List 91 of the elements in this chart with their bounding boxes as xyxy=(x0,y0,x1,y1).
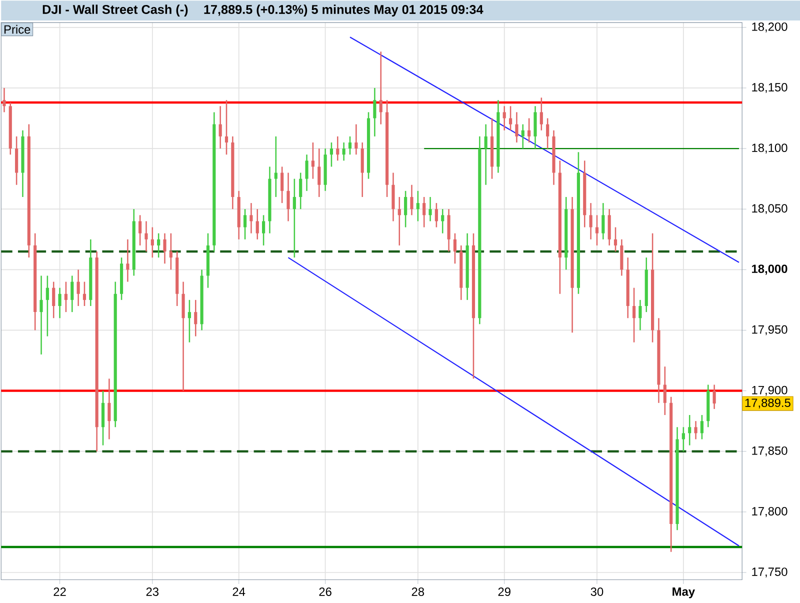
candlestick xyxy=(169,232,172,270)
candlestick xyxy=(311,142,314,180)
candlestick xyxy=(502,106,506,132)
candlestick xyxy=(484,124,488,186)
candlestick xyxy=(157,232,160,258)
candlestick xyxy=(682,426,685,452)
candlestick xyxy=(70,275,74,313)
candlestick xyxy=(404,190,408,228)
candlestick xyxy=(336,136,340,162)
candlestick xyxy=(330,142,334,168)
candlestick xyxy=(194,299,198,337)
x-tick-label: 28 xyxy=(412,588,424,596)
y-tick-label: 17,850 xyxy=(752,446,788,456)
candlestick xyxy=(632,287,636,344)
candlestick xyxy=(243,208,247,240)
y-tick-label: 17,900 xyxy=(752,386,788,396)
y-tick-label: 18,150 xyxy=(752,83,788,93)
candlestick xyxy=(688,414,692,446)
candlestick xyxy=(589,202,592,240)
candlestick xyxy=(64,281,68,313)
candlestick xyxy=(453,232,457,264)
candlestick xyxy=(108,378,111,440)
candlestick xyxy=(138,214,142,246)
candlestick xyxy=(398,196,401,246)
candlestick xyxy=(422,196,426,228)
candlestick xyxy=(410,184,414,216)
candlestick xyxy=(342,142,346,162)
candlestick xyxy=(694,420,698,440)
candlestick xyxy=(712,384,716,410)
candlestick xyxy=(292,178,296,258)
candlestick xyxy=(441,208,444,234)
candlestick xyxy=(274,136,278,198)
candlestick xyxy=(58,287,62,319)
candlestick xyxy=(528,118,531,144)
candlestick xyxy=(262,214,266,246)
candlestick xyxy=(354,124,358,156)
candlestick xyxy=(428,196,432,222)
candlestick xyxy=(188,299,191,344)
candlestick xyxy=(250,202,253,234)
y-tick-label: 17,750 xyxy=(752,568,788,578)
candlestick xyxy=(163,232,166,264)
candlestick xyxy=(144,220,148,252)
candlestick xyxy=(299,172,302,210)
candlestick xyxy=(379,51,382,125)
candlestick xyxy=(256,208,259,240)
candlestick xyxy=(286,172,290,222)
candlestick xyxy=(546,118,550,150)
x-tick-label: May xyxy=(672,588,695,598)
y-tick-label: 18,100 xyxy=(752,144,788,154)
x-tick-label: 23 xyxy=(146,588,159,596)
candlestick xyxy=(700,414,704,440)
candlestick xyxy=(508,106,512,132)
x-tick-label: 30 xyxy=(590,588,604,596)
y-tick-label: 18,000 xyxy=(752,264,788,275)
chart-title: DJI - Wall Street Cash (-) xyxy=(42,4,188,16)
candlestick xyxy=(595,214,599,246)
candlestick xyxy=(46,275,49,337)
candlestick xyxy=(305,154,308,192)
candlestick xyxy=(82,281,86,307)
x-tick-label: 22 xyxy=(54,588,66,596)
candlestick xyxy=(540,97,543,132)
candlestick xyxy=(224,99,228,156)
candlestick xyxy=(218,106,222,150)
candlestick xyxy=(521,124,524,150)
x-tick-label: 24 xyxy=(232,588,246,596)
y-tick-label: 17,800 xyxy=(752,507,788,517)
candlestick xyxy=(373,87,376,138)
candlestick xyxy=(318,148,321,198)
y-tick-label: 18,050 xyxy=(752,204,788,214)
annotation: Price xyxy=(4,24,30,34)
candlestick xyxy=(280,166,284,204)
candlestick xyxy=(663,366,666,416)
x-tick-label: 29 xyxy=(498,588,510,596)
candlestick xyxy=(348,136,352,156)
candlestick xyxy=(416,190,420,222)
y-tick-label: 18,200 xyxy=(752,22,788,32)
candlestick xyxy=(638,299,642,331)
candlestick xyxy=(614,226,618,252)
candlestick xyxy=(150,226,154,258)
candlestick xyxy=(52,281,56,319)
candlestick xyxy=(76,269,80,307)
candlestick xyxy=(434,202,438,228)
candlestick xyxy=(126,238,130,282)
x-tick-label: 26 xyxy=(319,588,332,596)
candlestick xyxy=(40,275,43,356)
chart-subtitle: 17,889.5 (+0.13%) 5 minutes May 01 2015 09:34 xyxy=(204,4,484,16)
candlestick xyxy=(515,112,518,144)
candlestick xyxy=(2,87,6,113)
candlestick xyxy=(602,202,605,240)
y-tick-label: 17,950 xyxy=(752,325,788,336)
text: 17,889.5 xyxy=(745,398,790,408)
